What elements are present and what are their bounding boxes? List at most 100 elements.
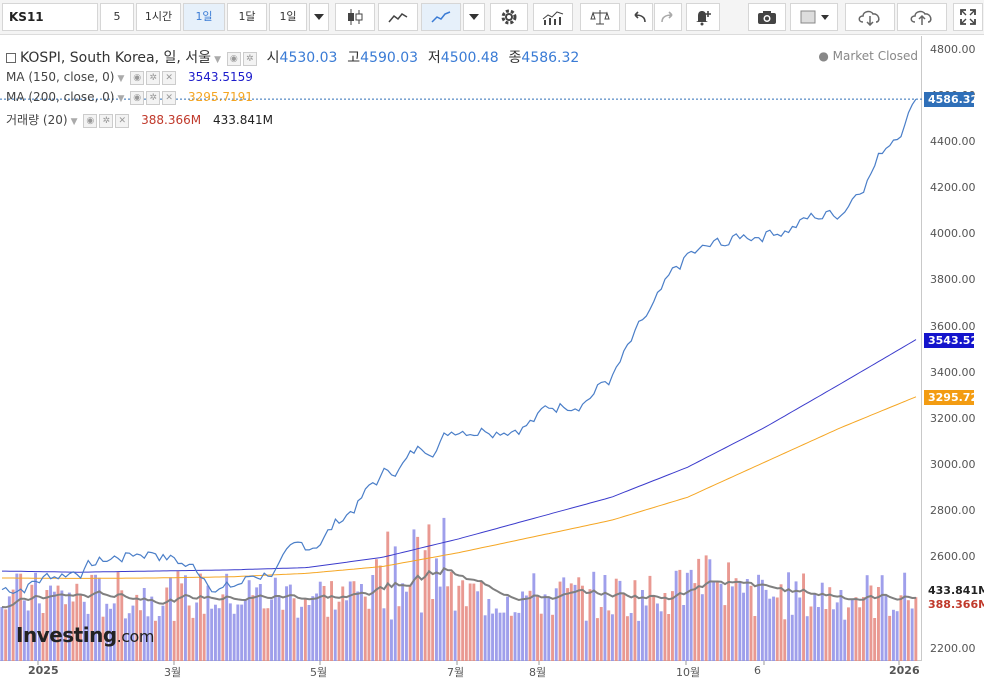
volume-bar: [753, 616, 757, 661]
volume-bar: [64, 604, 67, 661]
volume-bar: [416, 536, 420, 661]
eye-icon[interactable]: ◉: [83, 113, 98, 128]
interval-dropdown-button[interactable]: [309, 3, 329, 31]
volume-bar: [4, 609, 8, 661]
volume-bar: [772, 596, 775, 661]
volume-bar: [82, 601, 86, 661]
x-tick-label: 3월: [164, 666, 182, 679]
bell-plus-icon: [696, 11, 711, 26]
volume-bar: [865, 575, 869, 661]
x-tick-label: 2025: [28, 664, 59, 677]
volume-bar: [569, 583, 573, 661]
close-icon[interactable]: ✕: [162, 70, 177, 85]
volume-bar: [839, 590, 843, 661]
gear-icon[interactable]: ✲: [99, 113, 114, 128]
candlestick-chart-button[interactable]: [335, 3, 375, 31]
volume-bar: [94, 574, 97, 661]
caret-down-icon[interactable]: ▼: [117, 74, 125, 84]
price-chart[interactable]: [0, 36, 984, 680]
redo-icon: [661, 11, 673, 23]
ma200-legend: MA (200, close, 0) ▼ ◉ ✲ ✕ 3295.7191: [6, 90, 253, 105]
ma200-value: 3295.7191: [188, 90, 253, 104]
indicators-button[interactable]: [533, 3, 573, 31]
collapse-checkbox[interactable]: [6, 52, 16, 63]
interval-select-button[interactable]: 1일: [269, 3, 307, 31]
close-icon[interactable]: ✕: [115, 113, 130, 128]
volume-bar: [618, 580, 622, 661]
volume-bar: [90, 574, 94, 661]
volume-bar: [165, 587, 169, 661]
volume-bar: [584, 620, 588, 661]
volume-bar: [228, 603, 232, 661]
volume-bar: [644, 605, 648, 661]
symbol-input[interactable]: KS11: [2, 3, 98, 31]
volume-bar: [52, 591, 56, 661]
area-chart-button[interactable]: [378, 3, 418, 31]
volume-bar: [910, 608, 914, 661]
volume-bar: [412, 529, 416, 661]
gear-icon[interactable]: ✲: [242, 51, 257, 66]
eye-icon[interactable]: ◉: [130, 70, 145, 85]
volume-bar: [536, 595, 539, 661]
caret-down-icon[interactable]: ▼: [70, 117, 78, 127]
settings-button[interactable]: [490, 3, 528, 31]
volume-bar: [146, 616, 150, 661]
volume-bar: [243, 600, 247, 661]
interval-1day-button[interactable]: 1일: [183, 3, 225, 31]
chart-type-dropdown-button[interactable]: [463, 3, 485, 31]
close-icon[interactable]: ✕: [162, 90, 177, 105]
volume-bar: [742, 592, 745, 661]
volume-bar: [157, 616, 161, 661]
main-series-legend: KOSPI, South Korea, 일, 서울 ▼ ◉ ✲ 시4530.03 고…: [6, 47, 579, 67]
volume-bar: [225, 573, 229, 661]
save-chart-button[interactable]: [897, 3, 947, 31]
eye-icon[interactable]: ◉: [226, 51, 241, 66]
interval-1month-button[interactable]: 1달: [227, 3, 267, 31]
close-label: 종: [508, 50, 522, 66]
volume-bar: [554, 588, 558, 661]
volume-bar: [296, 617, 300, 661]
volume-bar: [453, 610, 457, 661]
volume-bar: [775, 597, 779, 661]
caret-down-icon[interactable]: ▼: [117, 94, 125, 104]
volume-bar: [663, 593, 667, 661]
volume-bar: [843, 619, 847, 661]
load-chart-button[interactable]: [845, 3, 895, 31]
y-tick-label: 2600.00: [930, 550, 976, 564]
gear-icon[interactable]: ✲: [146, 90, 161, 105]
volume-bar: [341, 586, 345, 661]
redo-button[interactable]: [654, 3, 682, 31]
volume-bar: [210, 608, 214, 661]
volume-bar: [30, 584, 34, 661]
volume-bar: [300, 606, 303, 661]
compare-button[interactable]: [580, 3, 620, 31]
volume-bar: [435, 558, 438, 661]
volume-bar: [558, 581, 562, 661]
volume-bar: [420, 612, 423, 661]
fullscreen-button[interactable]: [953, 3, 983, 31]
volume-bar: [135, 594, 139, 661]
volume-bar: [79, 594, 82, 661]
undo-button[interactable]: [625, 3, 653, 31]
gear-icon[interactable]: ✲: [146, 70, 161, 85]
background-color-button[interactable]: [790, 3, 838, 31]
volume-bar: [588, 589, 592, 661]
volume-bar: [408, 585, 412, 661]
volume-bar: [116, 572, 120, 661]
add-alert-button[interactable]: [686, 3, 720, 31]
volume-bar: [75, 583, 79, 661]
interval-1hour-button[interactable]: 1시간: [136, 3, 181, 31]
volume-bar: [813, 593, 817, 661]
volume-bar: [877, 587, 880, 661]
caret-down-icon[interactable]: ▼: [214, 55, 221, 65]
volume-bar: [49, 585, 52, 661]
line-chart-button[interactable]: [421, 3, 461, 31]
volume-bar: [734, 578, 738, 661]
eye-icon[interactable]: ◉: [130, 90, 145, 105]
volume-bar: [101, 616, 105, 661]
volume-bar: [270, 599, 273, 661]
interval-5min-button[interactable]: 5: [100, 3, 134, 31]
screenshot-button[interactable]: [748, 3, 786, 31]
volume-bar: [318, 581, 322, 661]
market-status: ● Market Closed: [818, 49, 918, 63]
